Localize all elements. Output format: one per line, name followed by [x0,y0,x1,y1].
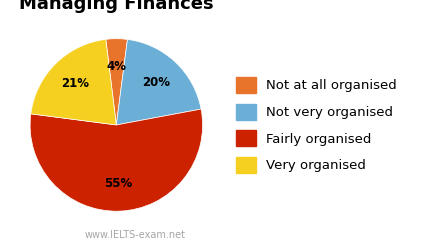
Text: 55%: 55% [104,177,132,190]
Wedge shape [31,39,116,125]
Text: www.IELTS-exam.net: www.IELTS-exam.net [85,230,186,240]
Wedge shape [116,39,201,125]
Text: 20%: 20% [143,76,170,89]
Legend: Not at all organised, Not very organised, Fairly organised, Very organised: Not at all organised, Not very organised… [231,72,402,178]
Text: 4%: 4% [107,60,126,73]
Title: Managing Finances: Managing Finances [19,0,214,13]
Text: 21%: 21% [61,77,89,90]
Wedge shape [30,109,203,211]
Wedge shape [106,39,127,125]
